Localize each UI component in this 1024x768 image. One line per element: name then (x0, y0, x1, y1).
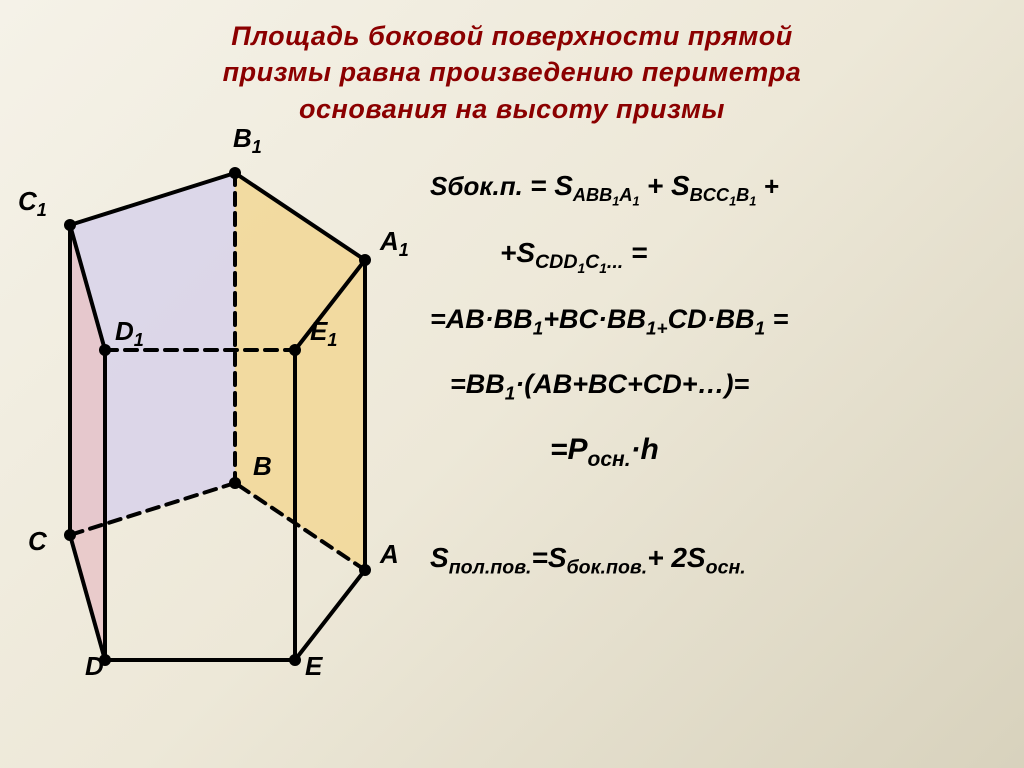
f4-a: =BB (450, 369, 505, 399)
f3-b: +BC·BB (543, 304, 646, 334)
svg-text:B: B (253, 451, 272, 481)
f5-b: ·h (631, 433, 659, 466)
f1-h: + (764, 171, 779, 201)
f3-c: CD·BB (668, 304, 755, 334)
svg-text:C: C (28, 526, 48, 556)
f1-e: + S (647, 170, 690, 201)
f6-s1: пол.пов. (449, 557, 532, 579)
f1-g: B (736, 185, 749, 205)
f3-a: =AB·BB (430, 304, 533, 334)
title-line-3: основания на высоту призмы (30, 91, 994, 127)
f1-c: ABB (573, 185, 612, 205)
svg-text:D: D (85, 651, 104, 681)
f4-b: ·(AB+BC+CD+…)= (515, 369, 749, 399)
f5-sub: осн. (588, 448, 631, 471)
theorem-title: Площадь боковой поверхности прямой призм… (0, 0, 1024, 137)
f1-d: A (619, 185, 632, 205)
formula-line-1: Sбок.п. = SABB1A1 + SBCC1B1 + (430, 170, 1010, 209)
f3-eq: = (773, 304, 789, 334)
formula-line-2: +SCDD1C1... = (500, 237, 1010, 277)
title-line-1: Площадь боковой поверхности прямой (30, 18, 994, 54)
f6-s3: осн. (706, 557, 746, 579)
f2-b: CDD (535, 251, 577, 273)
formula-line-4: =BB1·(AB+BC+CD+…)= (450, 369, 1010, 405)
formula-line-3: =AB·BB1+BC·BB1+CD·BB1 = (430, 304, 1010, 340)
prism-diagram: A1B1C1D1E1ABCDE (10, 155, 430, 735)
f2-d: ... (607, 251, 623, 273)
f5-a: =P (550, 433, 588, 466)
formula-line-5: =Pосн.·h (550, 433, 1010, 472)
formula-line-6: Sпол.пов.=Sбок.пов.+ 2Sосн. (430, 542, 1010, 580)
svg-text:A: A (379, 539, 399, 569)
f1-b: = S (530, 170, 573, 201)
f1-f: BCC (690, 185, 729, 205)
f6-s2: бок.пов. (567, 557, 648, 579)
f1-lhs: Sбок.п. (430, 171, 523, 201)
f2-e: = (631, 237, 647, 268)
f2-a: +S (500, 237, 535, 268)
f6-b: =S (531, 542, 566, 573)
formula-block: Sбок.п. = SABB1A1 + SBCC1B1 + +SCDD1C1..… (430, 170, 1010, 608)
f6-c: + 2S (647, 542, 705, 573)
f2-c: C (585, 251, 599, 273)
svg-text:C1: C1 (18, 186, 47, 220)
svg-text:A1: A1 (379, 226, 409, 260)
title-line-2: призмы равна произведению периметра (30, 54, 994, 90)
prism-svg: A1B1C1D1E1ABCDE (10, 155, 430, 715)
svg-text:E: E (305, 651, 323, 681)
f6-a: S (430, 542, 449, 573)
